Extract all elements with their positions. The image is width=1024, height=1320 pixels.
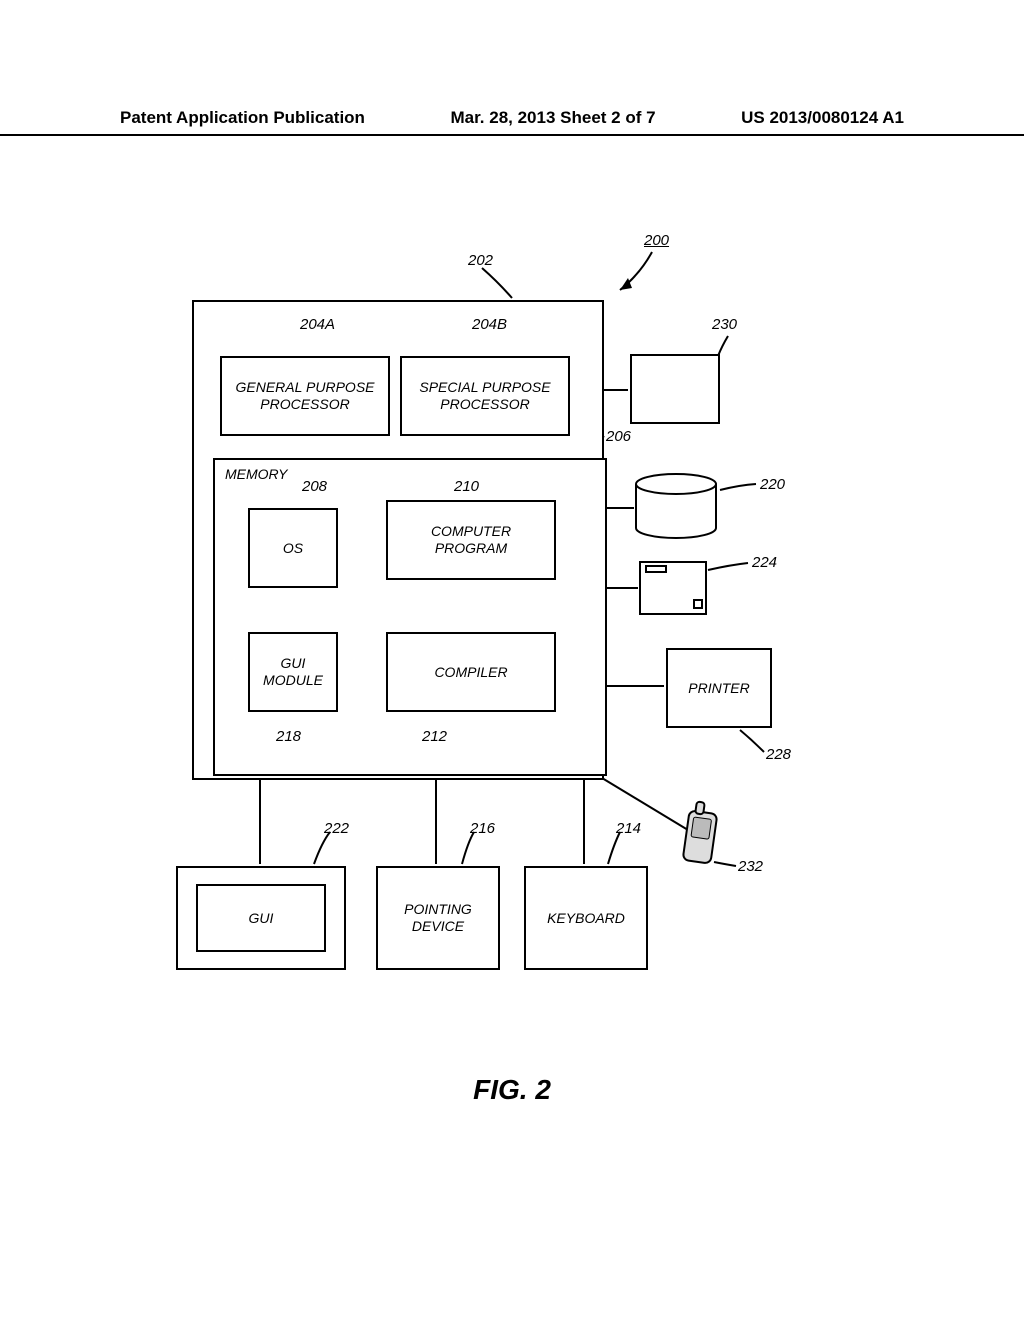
ref-230: 230	[712, 316, 737, 333]
ref-202: 202	[468, 252, 493, 269]
ref-212: 212	[422, 728, 447, 745]
ref-206: 206	[606, 428, 631, 445]
ref-200: 200	[644, 232, 669, 249]
ref-224: 224	[752, 554, 777, 571]
keyboard-box: KEYBOARD	[524, 866, 648, 970]
ref-220: 220	[760, 476, 785, 493]
pointing-device-box: POINTING DEVICE	[376, 866, 500, 970]
ref-208: 208	[302, 478, 327, 495]
page: Patent Application Publication Mar. 28, …	[0, 0, 1024, 1320]
ref-204B: 204B	[472, 316, 507, 333]
ref-232: 232	[738, 858, 763, 875]
ref-216: 216	[470, 820, 495, 837]
memory-label: MEMORY	[225, 466, 287, 483]
device-230	[630, 354, 720, 424]
os-box: OS	[248, 508, 338, 588]
ref-214: 214	[616, 820, 641, 837]
gui-inner-box: GUI	[196, 884, 326, 952]
ref-228: 228	[766, 746, 791, 763]
figure-label: FIG. 2	[0, 1074, 1024, 1106]
ref-204A: 204A	[300, 316, 335, 333]
diagram: GENERAL PURPOSE PROCESSOR SPECIAL PURPOS…	[0, 0, 1024, 1320]
computer-program-box: COMPUTER PROGRAM	[386, 500, 556, 580]
gui-module-box: GUI MODULE	[248, 632, 338, 712]
special-purpose-processor: SPECIAL PURPOSE PROCESSOR	[400, 356, 570, 436]
general-purpose-processor: GENERAL PURPOSE PROCESSOR	[220, 356, 390, 436]
ref-210: 210	[454, 478, 479, 495]
ref-222: 222	[324, 820, 349, 837]
ref-218: 218	[276, 728, 301, 745]
compiler-box: COMPILER	[386, 632, 556, 712]
printer-box: PRINTER	[666, 648, 772, 728]
